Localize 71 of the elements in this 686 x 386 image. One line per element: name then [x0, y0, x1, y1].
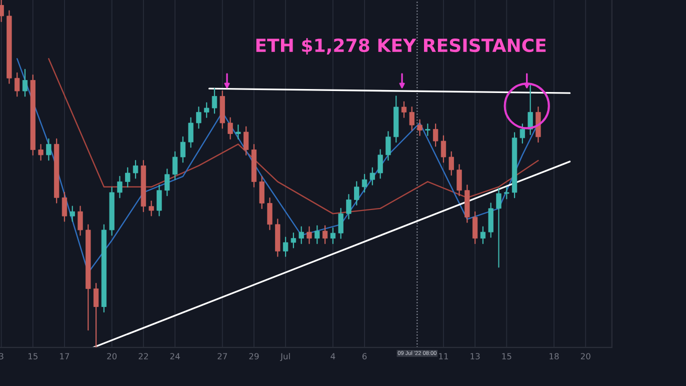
candlestick — [236, 124, 241, 140]
candlestick — [448, 151, 454, 176]
x-tick-label: Jul — [280, 352, 290, 361]
x-tick-label: 18 — [550, 353, 559, 360]
candlestick — [496, 188, 502, 268]
candlestick — [156, 184, 162, 216]
candlestick — [370, 167, 375, 186]
x-tick-label: 11 — [439, 353, 448, 360]
text: ETH $1,278 KEY RESISTANCE — [256, 38, 546, 55]
candlestick — [432, 123, 438, 147]
candlestick — [0, 0, 4, 22]
candlestick — [204, 102, 210, 118]
candlestick — [440, 135, 446, 163]
candlestick — [330, 227, 336, 244]
candlestick — [386, 131, 391, 161]
x-tick-label: 6 — [362, 353, 367, 360]
candlestick — [425, 123, 430, 136]
x-tick-label: 20 — [107, 353, 117, 360]
candlestick — [164, 168, 170, 196]
x-tick-label: 15 — [28, 353, 38, 360]
candlestick — [298, 226, 304, 244]
candlestick — [401, 101, 407, 118]
candlestick — [117, 176, 122, 198]
candlestick — [259, 176, 264, 209]
candlestick — [188, 117, 194, 148]
candlestick — [62, 192, 68, 222]
candlestick — [244, 126, 249, 156]
candlestick — [314, 225, 320, 244]
candlestick — [132, 160, 138, 179]
candlestick — [306, 226, 312, 244]
candlestick — [180, 136, 186, 163]
x-tick-label: 13 — [470, 353, 480, 360]
candlestick — [93, 282, 99, 348]
candlestick — [346, 194, 352, 220]
candlestick — [354, 181, 360, 206]
candlestick — [14, 72, 20, 97]
candlestick — [378, 149, 383, 179]
candlestick — [456, 164, 462, 196]
candlestick — [22, 68, 28, 97]
candlestick — [125, 167, 130, 188]
candlestick — [228, 117, 233, 140]
candlestick — [212, 88, 218, 114]
candlestick — [196, 106, 202, 129]
x-tick-label: 4 — [330, 353, 336, 360]
candlestick — [172, 151, 178, 180]
x-tick-label: 20 — [580, 353, 590, 360]
x-tick-label: 17 — [60, 353, 70, 360]
candlestick — [480, 226, 486, 244]
candlestick — [362, 174, 368, 193]
candlestick — [528, 84, 533, 135]
candlestick — [78, 206, 83, 236]
candlestick — [504, 186, 510, 200]
candlestick — [282, 236, 288, 257]
candlestick — [38, 144, 44, 161]
x-tick-label: 29 — [249, 353, 259, 360]
candlestick — [70, 206, 75, 222]
x-tick-label: 15 — [502, 353, 512, 360]
candlestick — [148, 200, 154, 216]
candlestick — [520, 123, 526, 144]
candlestick — [322, 225, 328, 244]
candlestick — [472, 211, 478, 244]
candlestick — [417, 119, 422, 136]
x-tick-label: 22 — [138, 353, 148, 360]
x-tick-label: 27 — [218, 353, 227, 360]
candlestick — [409, 106, 414, 131]
candlestick — [488, 202, 494, 238]
x-tick-label: 24 — [170, 353, 180, 360]
candlestick — [338, 208, 344, 239]
candlestick — [290, 232, 296, 248]
candlestick — [46, 138, 52, 161]
candlestick — [267, 197, 272, 230]
